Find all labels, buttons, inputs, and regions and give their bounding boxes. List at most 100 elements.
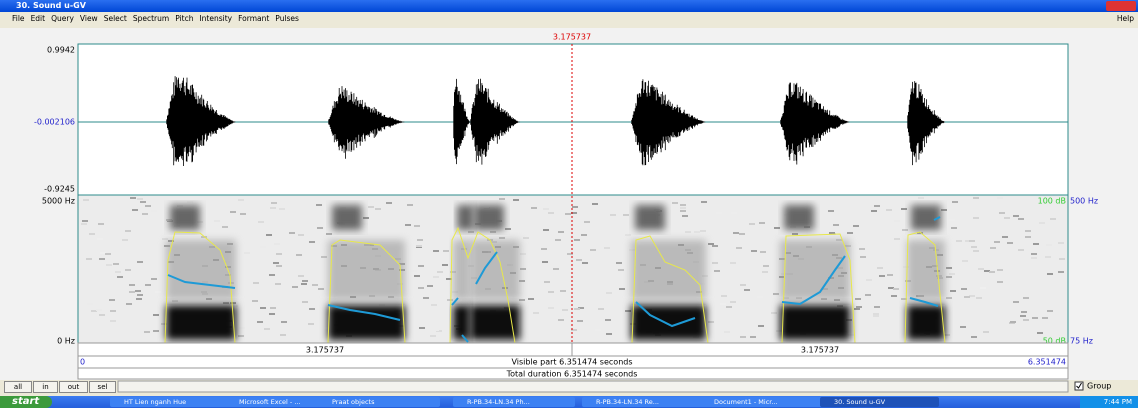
speckle [513,199,519,201]
speckle [724,331,730,333]
speckle [616,262,622,264]
task-item[interactable]: HT Lien nganh Hue [110,397,232,407]
speckle [1033,243,1039,245]
speckle [980,287,986,289]
task-item[interactable]: Document1 - Micr... [700,397,822,407]
speckle [269,313,275,315]
speckle [125,269,131,271]
speckle [623,214,629,216]
button[interactable]: in [33,381,58,393]
speckle [730,301,736,303]
speckle [187,201,193,203]
speckle [276,265,282,267]
speckle [856,306,862,308]
speckle [137,294,143,296]
speckle [252,300,258,302]
speckle [270,307,276,309]
speckle [978,268,984,270]
speckle [969,240,975,242]
speckle [1047,310,1053,312]
speckle [606,292,612,294]
energy-low [907,305,945,340]
menu-help[interactable]: Help [1117,12,1134,26]
task-item[interactable]: R-PB.34-LN.34 Ph... [453,397,575,407]
menu-item[interactable]: Formant [238,14,269,23]
speckle [430,335,436,337]
speckle [362,223,368,225]
speckle [828,210,834,212]
speckle [83,199,89,201]
speckle [129,291,135,293]
speckle [598,308,604,310]
menu-item[interactable]: Query [51,14,74,23]
speckle [238,335,244,337]
speckle [230,211,236,213]
speckle [541,248,547,250]
menu-item[interactable]: Spectrum [133,14,169,23]
task-item[interactable]: R-PB.34-LN.34 Re... [582,397,704,407]
speckle [758,325,764,327]
button[interactable]: out [59,381,88,393]
speckle [155,291,161,293]
speckle [962,260,968,262]
speckle [1020,315,1026,317]
speckle [289,232,295,234]
speckle [129,284,135,286]
start-button[interactable]: start [0,396,52,408]
speckle [865,294,871,296]
task-item[interactable]: 30. Sound u-GV [820,397,939,407]
clock: 7:44 PM [1080,396,1138,408]
speckle [730,262,736,264]
menu-item[interactable]: View [80,14,98,23]
speckle [950,290,956,292]
left-time: 3.175737 [306,346,344,355]
menu-item[interactable]: Pitch [175,14,193,23]
speckle [1031,253,1037,255]
task-item[interactable]: Praat objects [318,397,440,407]
energy-high [457,205,474,230]
speckle [292,286,298,288]
speckle [264,328,270,330]
speckle [270,207,276,209]
energy-low [631,305,706,340]
button[interactable]: all [4,381,32,393]
menu-item[interactable]: File [12,14,25,23]
scrollbar[interactable] [118,381,1068,392]
speckle [1010,321,1016,323]
speckle [135,290,141,292]
speckle [584,213,590,215]
total-duration: Total duration 6.351474 seconds [506,370,638,379]
speckle [418,287,424,289]
speckle [751,250,757,252]
speckle [829,232,835,234]
speckle [312,284,318,286]
menu-item[interactable]: Intensity [199,14,232,23]
speckle [423,297,429,299]
speckle [531,207,537,209]
button[interactable]: sel [89,381,116,393]
speckle [553,268,559,270]
speckle [523,237,529,239]
menu-item[interactable]: Select [104,14,127,23]
menu-item[interactable]: Pulses [275,14,299,23]
speckle [774,227,780,229]
speckle [125,230,131,232]
speckle [151,210,157,212]
speckle [672,202,678,204]
speckle [771,312,777,314]
speckle [1018,249,1024,251]
speckle [700,230,706,232]
speckle [144,331,150,333]
speckle [418,265,424,267]
speckle [230,302,236,304]
speckle [548,212,554,214]
window-controls[interactable] [1106,1,1136,11]
menu-item[interactable]: Edit [31,14,46,23]
speckle [142,213,148,215]
speckle [113,263,119,265]
speckle [520,268,526,270]
speckle [570,287,576,289]
speckle [110,310,116,312]
speckle [682,215,688,217]
speckle [853,225,859,227]
